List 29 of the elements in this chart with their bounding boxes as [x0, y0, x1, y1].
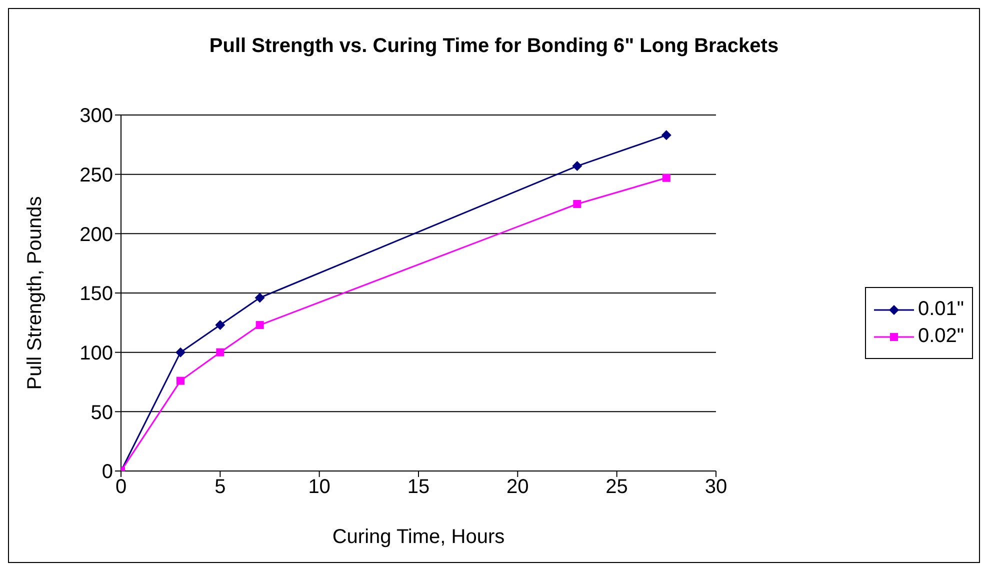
x-tick-label: 0 — [115, 476, 127, 498]
x-tick-label: 20 — [506, 476, 529, 498]
y-tick-label: 100 — [80, 342, 113, 364]
y-tick-label: 50 — [90, 402, 113, 424]
point — [254, 292, 265, 303]
y-tick-label: 300 — [80, 105, 113, 128]
chart-title: Pull Strength vs. Curing Time for Bonding 6" Long Brackets — [208, 35, 780, 58]
x-axis-title: Curing Time, Hours — [332, 526, 505, 548]
y-tick-label: 150 — [80, 283, 113, 306]
point — [176, 376, 184, 385]
y-tick-label: 0 — [102, 461, 113, 484]
x-tick-label: 15 — [407, 476, 430, 498]
x-tick-label: 30 — [704, 476, 728, 498]
legend-label: 0.01" — [918, 298, 964, 321]
point — [175, 347, 186, 358]
y-tick-label: 200 — [80, 224, 113, 246]
point — [573, 200, 582, 208]
x-tick-label: 10 — [308, 476, 330, 498]
point — [572, 161, 582, 172]
y-tick-label: 250 — [80, 164, 113, 186]
x-tick-label: 5 — [214, 476, 226, 498]
point — [215, 320, 226, 330]
y-axis-title: Pull Strength, Pounds — [24, 196, 46, 390]
point — [216, 348, 224, 356]
point — [661, 130, 672, 140]
x-tick-label: 25 — [606, 476, 628, 498]
legend-label: 0.02" — [918, 325, 964, 348]
point — [662, 174, 670, 182]
point — [256, 321, 264, 330]
